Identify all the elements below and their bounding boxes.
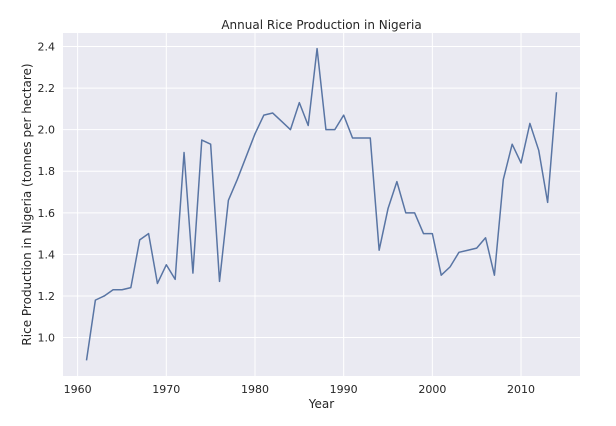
x-tick-label: 1990: [330, 383, 358, 396]
x-tick-label: 2010: [507, 383, 535, 396]
y-tick-label: 2.0: [38, 124, 56, 137]
tick-labels: 1960 1970 1980 1990 2000 2010 1.0 1.2 1.4 1.6 1.8 2…: [38, 41, 536, 396]
y-tick-label: 1.4: [38, 248, 56, 261]
y-tick-label: 2.2: [38, 82, 56, 95]
chart-title: Annual Rice Production in Nigeria: [221, 18, 421, 32]
grid-lines: [63, 33, 580, 376]
x-tick-label: 1970: [152, 383, 180, 396]
x-tick-label: 1980: [241, 383, 269, 396]
y-axis-title: Rice Production in Nigeria (tonnes per h…: [20, 63, 34, 345]
y-tick-label: 1.2: [38, 290, 56, 303]
x-tick-label: 1960: [64, 383, 92, 396]
series-line: [85, 47, 558, 361]
y-tick-label: 1.0: [38, 332, 56, 345]
y-tick-label: 2.4: [38, 41, 56, 54]
y-tick-label: 1.8: [38, 165, 56, 178]
y-tick-label: 1.6: [38, 207, 56, 220]
x-tick-label: 2000: [418, 383, 446, 396]
x-axis-title: Year: [308, 397, 334, 411]
